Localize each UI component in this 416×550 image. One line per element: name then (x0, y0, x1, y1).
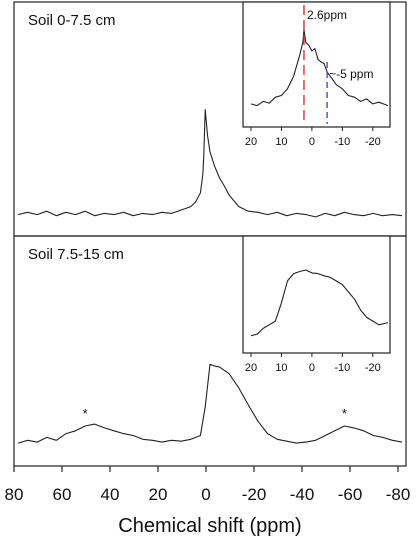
top-inset-plot: 2.6ppm ~-5 ppm 20 10 0 -10 -20 (245, 5, 389, 148)
bottom-panel-frame (13, 235, 407, 467)
x-tick-label: 80 (5, 485, 24, 504)
top-spectrum-line (17, 109, 403, 218)
peak-asterisk: * (342, 406, 347, 421)
top-inset-spectrum-line (250, 29, 389, 107)
inset-tick-label: 20 (245, 362, 257, 374)
annotation-2-6ppm: 2.6ppm (307, 8, 347, 22)
annotation-minus5ppm: ~-5 ppm (329, 67, 373, 81)
bottom-inset-spectrum-line (250, 269, 389, 337)
inset-tick-label: 20 (245, 136, 257, 148)
bottom-inset-plot: 20 10 0 -10 -20 (245, 269, 389, 374)
inset-tick-label: 0 (309, 362, 315, 374)
inset-tick-label: -20 (365, 136, 381, 148)
x-tick-label: -20 (242, 485, 267, 504)
x-tick-label: 60 (53, 485, 72, 504)
x-tick-label: -80 (386, 485, 411, 504)
main-x-axis: 80 60 40 20 0 -20 -40 -60 -80 (5, 466, 411, 504)
bottom-main-plot: * * (17, 363, 403, 444)
inset-tick-label: -10 (334, 362, 350, 374)
x-tick-label: 40 (101, 485, 120, 504)
x-tick-label: -60 (338, 485, 363, 504)
top-panel-title: Soil 0-7.5 cm (28, 12, 116, 29)
bottom-inset-frame (242, 235, 391, 354)
peak-asterisk: * (83, 406, 88, 421)
inset-tick-label: -20 (365, 362, 381, 374)
top-inset-frame (242, 1, 391, 128)
inset-tick-label: 10 (275, 136, 287, 148)
inset-tick-label: -10 (334, 136, 350, 148)
x-axis-label: Chemical shift (ppm) (118, 515, 301, 537)
inset-tick-label: 10 (275, 362, 287, 374)
bottom-panel-title: Soil 7.5-15 cm (28, 246, 124, 263)
x-tick-label: -40 (290, 485, 315, 504)
x-tick-label: 0 (201, 485, 210, 504)
inset-tick-label: 0 (309, 136, 315, 148)
top-main-plot (17, 109, 403, 218)
x-tick-label: 20 (149, 485, 168, 504)
bottom-spectrum-line (17, 363, 403, 444)
